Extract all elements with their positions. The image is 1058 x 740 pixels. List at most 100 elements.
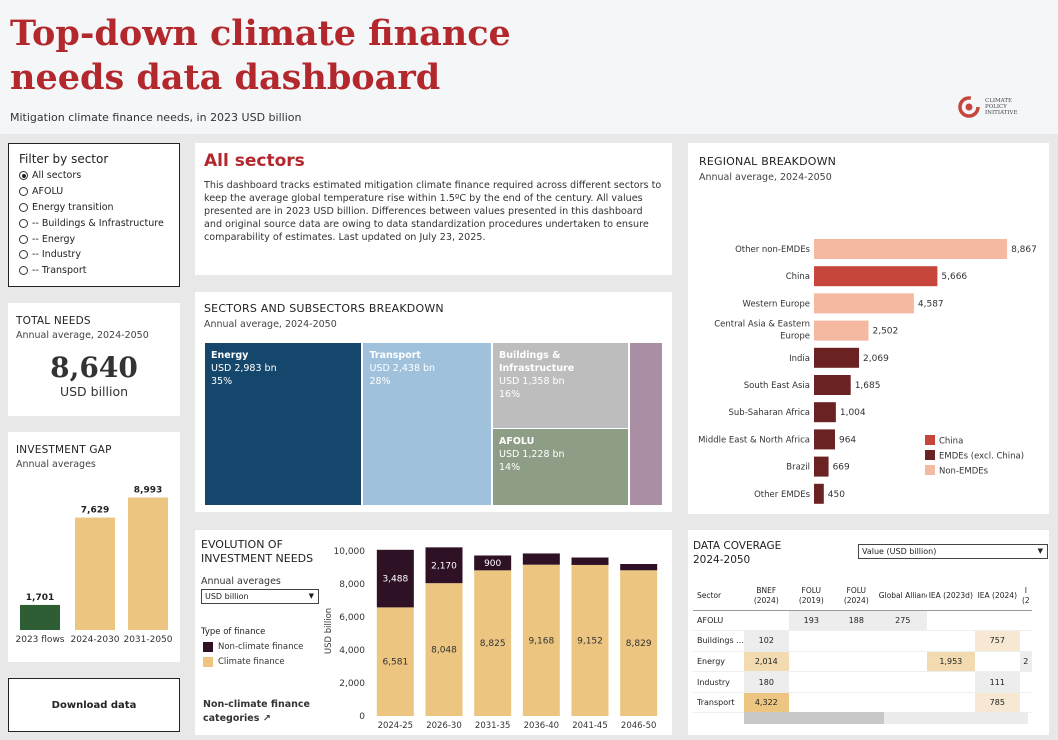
coverage-cell: 102 [743, 630, 789, 652]
radio-button[interactable] [19, 266, 28, 276]
tile-share: 16% [498, 389, 521, 400]
coverage-cell [926, 692, 975, 714]
region-legend-label: Non-EMDEs [939, 467, 989, 477]
x-tick-label: 2026-30 [426, 721, 462, 731]
coverage-column-header[interactable]: FOLU (2019) [788, 582, 834, 611]
coverage-cell [788, 671, 834, 693]
coverage-column-header[interactable]: Global Alliance f... [878, 582, 927, 611]
gap-bar-label: 1,701 [26, 593, 54, 603]
coverage-column-header[interactable]: IEA (2024) [974, 582, 1020, 611]
climate-finance-bar [620, 570, 658, 716]
download-data-button[interactable]: Download data [8, 678, 180, 732]
coverage-column-header[interactable]: FOLU (2024) [833, 582, 879, 611]
gap-bar-label: 8,993 [134, 485, 162, 495]
total-needs-sub: Annual average, 2024-2050 [16, 330, 149, 341]
coverage-cell [878, 692, 927, 714]
non-climate-finance-bar [376, 549, 414, 608]
region-bar [814, 347, 860, 368]
region-value-label: 4,587 [918, 299, 944, 309]
y-tick-label: 10,000 [334, 547, 366, 557]
scrollbar-thumb[interactable] [744, 712, 884, 724]
coverage-cell: 785 [974, 692, 1020, 714]
sectors-breakdown-card: SECTORS AND SUBSECTORS BREAKDOWN Annual … [195, 292, 672, 512]
data-coverage-card: DATA COVERAGE 2024-2050 Value (USD billi… [688, 530, 1049, 735]
coverage-column-header[interactable]: I (2 [1019, 582, 1032, 611]
region-label: Other non-EMDEs [735, 245, 810, 255]
regional-breakdown-card: REGIONAL BREAKDOWN Annual average, 2024-… [688, 143, 1049, 514]
filter-options: All sectors AFOLU Energy transition -- Buil… [19, 168, 169, 279]
evolution-unit-select[interactable]: USD billion ▼ [201, 589, 319, 604]
non-climate-categories-link[interactable]: Non-climate finance categories ↗ [203, 699, 310, 724]
filter-option[interactable]: All sectors [19, 168, 169, 184]
coverage-title: DATA COVERAGE [693, 540, 782, 552]
legend-swatch-climate [203, 657, 213, 667]
x-tick-label: 2031-35 [475, 721, 511, 731]
radio-button[interactable] [19, 171, 28, 181]
tile-label: Energy [211, 350, 249, 361]
dashboard-header: Top-down climate finance needs data dash… [0, 0, 1058, 134]
coverage-row: Transport 4,322 785 [693, 692, 1032, 714]
legend-non-climate: Non-climate finance [203, 642, 303, 652]
filter-option[interactable]: -- Buildings & Infrastructure [19, 215, 169, 231]
non-climate-bar-label: 900 [484, 559, 501, 569]
coverage-cell: 193 [788, 610, 834, 632]
horizontal-scrollbar[interactable] [744, 712, 1028, 724]
region-bar [814, 293, 914, 314]
coverage-header-row: Sector BNEF (2024) FOLU (2019) FOLU (2024) G… [693, 582, 1032, 611]
coverage-cell: 275 [878, 610, 927, 632]
coverage-cell: 2 [1019, 651, 1032, 673]
tile-value: USD 2,983 bn [211, 363, 277, 374]
filter-option[interactable]: -- Industry [19, 247, 169, 263]
regional-chart: 8,867 Other non-EMDEs 5,666 China 4,587 Weste… [698, 239, 1037, 504]
filter-option[interactable]: -- Transport [19, 263, 169, 279]
x-tick-label: 2036-40 [524, 721, 560, 731]
radio-button[interactable] [19, 250, 28, 260]
climate-bar-label: 8,829 [626, 639, 652, 649]
coverage-cell: 4,322 [743, 692, 789, 714]
gap-bar-label: 7,629 [81, 506, 109, 516]
coverage-cell [974, 610, 1020, 632]
region-legend-swatch [925, 450, 935, 460]
filter-option[interactable]: AFOLU [19, 184, 169, 200]
radio-button[interactable] [19, 234, 28, 244]
region-bar [814, 239, 1008, 259]
coverage-column-header[interactable]: Sector [693, 582, 744, 611]
x-tick-label: 2024-25 [378, 721, 414, 731]
radio-button[interactable] [19, 202, 28, 212]
region-bar [814, 375, 851, 395]
chevron-down-icon: ▼ [1037, 547, 1043, 555]
radio-button[interactable] [19, 187, 28, 197]
cpi-logo: CLIMATE POLICY INITIATIVE [958, 96, 1025, 118]
climate-bar-label: 9,152 [577, 636, 603, 646]
treemap-tile[interactable]: Energy USD 2,983 bn 35% [205, 343, 362, 505]
tile-label: Buildings & Infrastructure [498, 350, 575, 374]
evolution-sub: Annual averages [201, 576, 281, 587]
evolution-legend-title: Type of finance [201, 627, 266, 637]
filter-option[interactable]: -- Energy [19, 231, 169, 247]
coverage-cell [926, 671, 975, 693]
coverage-cell [1019, 630, 1032, 652]
region-label: China [786, 272, 810, 282]
tile-value: USD 1,228 bn [498, 449, 565, 461]
filter-option[interactable]: Energy transition [19, 200, 169, 216]
radio-button[interactable] [19, 218, 28, 228]
coverage-cell: 2,014 [743, 651, 789, 673]
title-line-1: Top-down climate finance [10, 13, 511, 54]
treemap-tile[interactable]: Buildings & Infrastructure USD 1,358 bn 16… [492, 343, 629, 429]
region-bar [814, 402, 836, 423]
treemap-tile[interactable]: AFOLU USD 1,228 bn 14% [492, 429, 629, 505]
evolution-chart: 0 2,000 4,000 6,000 8,000 10,000 USD billion 6,… [324, 547, 658, 731]
coverage-row: AFOLU 193 188 275 [693, 610, 1032, 632]
treemap-tile[interactable] [630, 343, 662, 505]
treemap-tile[interactable]: Transport USD 2,438 bn 28% [363, 343, 491, 505]
sector-filter: Filter by sector All sectors AFOLU Energy … [8, 143, 180, 287]
coverage-column-header[interactable]: BNEF (2024) [743, 582, 789, 611]
coverage-cell [1019, 610, 1032, 632]
coverage-row-label: Buildings ... [693, 630, 744, 652]
filter-option-label: -- Energy [32, 233, 76, 245]
coverage-column-header[interactable]: IEA (2023d) [926, 582, 975, 611]
climate-bar-label: 8,048 [431, 646, 457, 656]
filter-option-label: AFOLU [32, 186, 64, 198]
coverage-cell [788, 651, 834, 673]
coverage-value-select[interactable]: Value (USD billion) ▼ [858, 544, 1048, 559]
